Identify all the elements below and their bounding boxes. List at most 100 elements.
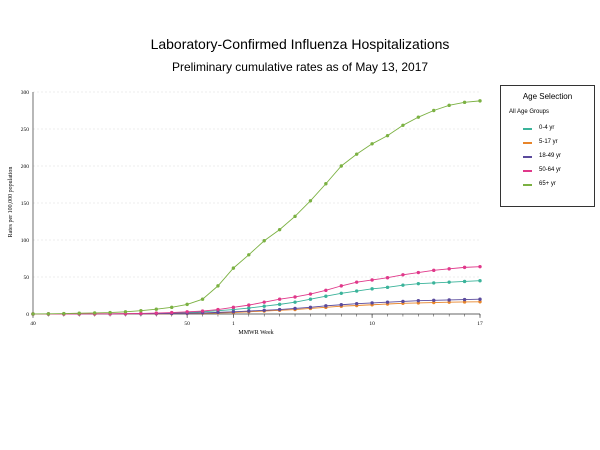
data-point[interactable] — [108, 312, 112, 316]
data-point[interactable] — [216, 310, 220, 315]
data-point[interactable] — [308, 292, 313, 296]
data-point[interactable] — [277, 227, 282, 232]
data-point[interactable] — [247, 306, 251, 310]
data-point[interactable] — [401, 273, 405, 277]
data-point[interactable] — [31, 312, 35, 316]
data-point[interactable] — [354, 303, 359, 308]
data-point[interactable] — [462, 100, 467, 105]
data-point[interactable] — [139, 311, 143, 316]
data-point[interactable] — [401, 283, 405, 287]
data-point[interactable] — [277, 297, 282, 301]
data-point[interactable] — [123, 311, 128, 316]
data-point[interactable] — [200, 311, 205, 315]
data-point[interactable] — [416, 270, 421, 275]
data-point[interactable] — [262, 300, 266, 304]
data-point[interactable] — [247, 309, 251, 313]
data-point[interactable] — [139, 308, 143, 313]
data-point[interactable] — [339, 304, 343, 308]
data-point[interactable] — [170, 311, 174, 316]
data-point[interactable] — [123, 312, 128, 316]
data-point[interactable] — [385, 285, 390, 290]
data-point[interactable] — [108, 312, 112, 316]
data-point[interactable] — [154, 311, 159, 316]
data-point[interactable] — [154, 311, 159, 316]
data-point[interactable] — [92, 312, 97, 316]
data-point[interactable] — [385, 302, 390, 306]
data-point[interactable] — [185, 311, 189, 316]
data-point[interactable] — [185, 311, 189, 315]
data-point[interactable] — [139, 312, 143, 316]
data-point[interactable] — [416, 298, 421, 303]
data-point[interactable] — [432, 281, 436, 285]
data-point[interactable] — [31, 312, 35, 316]
data-point[interactable] — [262, 309, 266, 313]
data-point[interactable] — [92, 312, 97, 316]
data-point[interactable] — [339, 291, 343, 295]
data-point[interactable] — [324, 288, 328, 293]
data-point[interactable] — [293, 300, 297, 304]
data-point[interactable] — [46, 312, 51, 316]
data-point[interactable] — [401, 123, 405, 128]
data-point[interactable] — [62, 311, 66, 316]
data-point[interactable] — [123, 312, 128, 316]
data-point[interactable] — [139, 311, 143, 316]
data-point[interactable] — [77, 312, 81, 316]
data-point[interactable] — [108, 310, 112, 315]
data-point[interactable] — [231, 305, 236, 310]
data-point[interactable] — [308, 305, 313, 310]
data-point[interactable] — [200, 310, 205, 314]
data-point[interactable] — [432, 300, 436, 305]
data-point[interactable] — [262, 308, 266, 312]
data-point[interactable] — [447, 300, 451, 304]
data-point[interactable] — [432, 298, 436, 303]
data-point[interactable] — [200, 311, 205, 315]
data-point[interactable] — [416, 115, 421, 119]
legend-item-65-plus[interactable]: 65+ yr — [523, 180, 593, 190]
data-point[interactable] — [185, 302, 189, 307]
data-point[interactable] — [401, 301, 405, 305]
data-point[interactable] — [478, 300, 482, 304]
data-point[interactable] — [92, 312, 97, 316]
data-point[interactable] — [478, 297, 482, 301]
data-point[interactable] — [462, 300, 467, 304]
data-point[interactable] — [462, 297, 467, 302]
data-point[interactable] — [370, 287, 374, 291]
data-point[interactable] — [31, 312, 35, 316]
data-point[interactable] — [277, 308, 282, 312]
data-point[interactable] — [478, 264, 482, 269]
legend-item-0-4[interactable]: 0-4 yr — [523, 124, 593, 134]
legend-item-50-64[interactable]: 50-64 yr — [523, 166, 593, 176]
data-point[interactable] — [200, 309, 205, 313]
data-point[interactable] — [31, 312, 35, 316]
data-point[interactable] — [231, 310, 236, 314]
data-point[interactable] — [370, 278, 374, 282]
data-point[interactable] — [354, 152, 359, 156]
data-point[interactable] — [277, 302, 282, 307]
data-point[interactable] — [216, 311, 220, 315]
data-point[interactable] — [170, 305, 174, 310]
data-point[interactable] — [447, 280, 451, 284]
data-point[interactable] — [262, 304, 266, 308]
data-point[interactable] — [216, 308, 220, 313]
data-point[interactable] — [339, 284, 343, 288]
legend-item-5-17[interactable]: 5-17 yr — [523, 138, 593, 148]
data-point[interactable] — [77, 312, 81, 316]
data-point[interactable] — [62, 312, 66, 316]
legend-item-18-49[interactable]: 18-49 yr — [523, 152, 593, 162]
data-point[interactable] — [154, 307, 159, 311]
data-point[interactable] — [401, 299, 405, 304]
data-point[interactable] — [247, 303, 251, 307]
data-point[interactable] — [370, 303, 374, 307]
data-point[interactable] — [447, 267, 451, 271]
data-point[interactable] — [231, 307, 236, 312]
data-point[interactable] — [170, 310, 174, 315]
data-point[interactable] — [385, 133, 390, 138]
data-point[interactable] — [277, 307, 282, 312]
data-point[interactable] — [293, 307, 297, 312]
data-point[interactable] — [247, 310, 251, 314]
data-point[interactable] — [185, 310, 189, 314]
data-point[interactable] — [432, 108, 436, 113]
data-point[interactable] — [354, 280, 359, 284]
data-point[interactable] — [324, 304, 328, 308]
data-point[interactable] — [185, 310, 189, 315]
